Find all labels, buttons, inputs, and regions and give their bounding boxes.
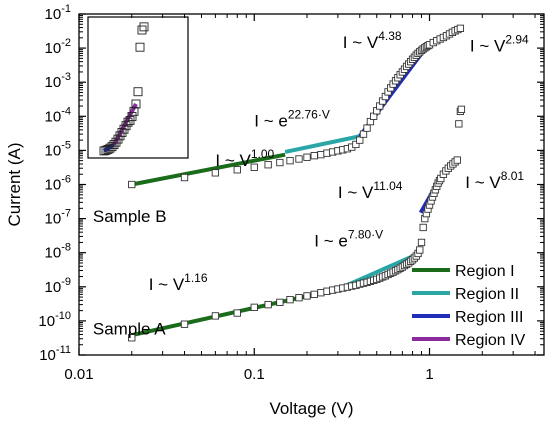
sample-a-point — [276, 298, 284, 306]
sample-b-point — [363, 124, 371, 132]
y-tick-label: 10-4 — [45, 105, 71, 125]
fit-line-region-i — [131, 152, 286, 187]
y-tick-label: 10-10 — [38, 310, 71, 330]
sample-a-point — [455, 120, 463, 128]
sample-a-point — [310, 290, 318, 299]
inset-point — [133, 87, 143, 97]
sample-a-point — [295, 294, 303, 302]
sample-label: Sample B — [93, 207, 167, 226]
y-tick-label: 10-11 — [39, 344, 71, 364]
sample-b-point — [352, 140, 360, 149]
sample-a-point — [250, 303, 258, 311]
sample-b-point — [286, 157, 294, 165]
x-axis-title: Voltage (V) — [269, 399, 353, 418]
sample-a-point — [233, 309, 241, 317]
fit-annotation: I ~ V1.16 — [149, 271, 208, 294]
fit-annotation: I ~ V4.38 — [343, 29, 402, 52]
legend-label: Region IV — [455, 332, 526, 349]
y-tick-label: 10-1 — [45, 3, 71, 23]
sample-a-point — [180, 320, 189, 328]
fit-annotation: I ~ V2.94 — [470, 32, 529, 55]
sample-a-point — [286, 295, 294, 304]
sample-b-point — [295, 155, 303, 163]
x-tick-label: 1 — [425, 366, 433, 383]
y-tick-label: 10-3 — [45, 71, 71, 91]
y-tick-label: 10-6 — [45, 174, 71, 194]
fit-annotation: I ~ V8.01 — [465, 169, 524, 192]
fit-annotation: I ~ V11.04 — [338, 179, 403, 202]
sample-b-point — [359, 130, 368, 138]
legend-label: Region III — [455, 309, 523, 326]
y-tick-label: 10-7 — [45, 208, 71, 228]
sample-b-point — [303, 153, 311, 161]
sample-b-point — [180, 173, 189, 182]
sample-a-point — [453, 156, 461, 164]
inset-point — [135, 42, 145, 52]
sample-a-point — [303, 292, 311, 300]
axes: 0.01 0.1 1 10-11 10-10 10-9 10-8 10-7 10-6 10-5 10… — [38, 3, 545, 383]
inset-point — [127, 112, 137, 121]
data-markers — [128, 24, 466, 342]
sample-a-point — [211, 312, 220, 320]
y-tick-label: 10-5 — [45, 139, 71, 159]
sample-a-point — [128, 334, 136, 342]
annotations: I ~ V1.16 I ~ e7.80·V I ~ V11.04 I ~ V8.01 I… — [93, 29, 529, 338]
legend-label: Region I — [455, 263, 515, 280]
inset-point — [139, 22, 149, 32]
sample-label: Sample A — [93, 319, 166, 338]
sample-b-point — [317, 151, 325, 159]
y-tick-label: 10-9 — [45, 276, 71, 296]
fit-annotation: I ~ e7.80·V — [314, 228, 383, 251]
sample-a-point — [264, 300, 272, 309]
inset-point — [131, 99, 141, 109]
sample-b-point — [356, 136, 364, 144]
inset-point — [137, 25, 147, 35]
sample-b-point — [128, 180, 136, 189]
fit-annotation: I ~ e22.76·V — [254, 108, 330, 131]
sample-b-point — [250, 163, 258, 171]
sample-b-point — [276, 158, 284, 167]
sample-a-point — [317, 289, 325, 297]
y-axis-title: Current (A) — [5, 142, 24, 226]
y-tick-label: 10-8 — [45, 242, 71, 262]
sample-b-point — [264, 161, 272, 169]
x-tick-label: 0.1 — [244, 366, 265, 383]
sample-b-point — [211, 169, 220, 177]
inset-plot — [87, 16, 189, 159]
sample-b-point — [456, 24, 465, 32]
sample-b-point — [233, 166, 241, 174]
y-tick-label: 10-2 — [45, 37, 71, 57]
legend-label: Region II — [455, 286, 519, 303]
x-tick-label: 0.01 — [64, 366, 93, 383]
sample-a-point — [416, 246, 424, 254]
sample-a-point — [457, 105, 466, 113]
inset-point — [129, 106, 139, 116]
fit-annotation: I ~ V1.00 — [215, 147, 274, 170]
sample-a-point — [419, 223, 427, 232]
sample-a-point — [417, 238, 426, 247]
fit-line-region-ii — [284, 134, 361, 154]
legend: Region I Region II Region III Region IV — [412, 263, 526, 349]
sample-b-point — [310, 152, 318, 160]
